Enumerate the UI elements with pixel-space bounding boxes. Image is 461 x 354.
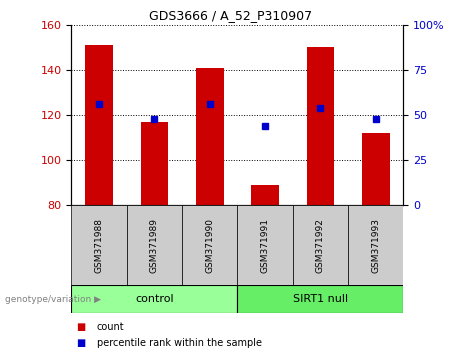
Bar [237,205,293,285]
Text: GSM371993: GSM371993 [371,218,380,273]
Text: GSM371988: GSM371988 [95,218,104,273]
Bar [127,205,182,285]
Text: GSM371989: GSM371989 [150,218,159,273]
Bar [71,285,237,313]
Text: count: count [97,322,124,332]
Text: percentile rank within the sample: percentile rank within the sample [97,338,262,348]
Bar [141,122,168,205]
Bar [85,45,113,205]
Text: GSM371991: GSM371991 [260,218,270,273]
Bar [237,285,403,313]
Bar [307,47,334,205]
Text: GSM371992: GSM371992 [316,218,325,273]
Bar [348,205,403,285]
Text: GDS3666 / A_52_P310907: GDS3666 / A_52_P310907 [149,9,312,22]
Text: control: control [135,294,174,304]
Bar [251,185,279,205]
Text: GSM371990: GSM371990 [205,218,214,273]
Bar [293,205,348,285]
Bar [182,205,237,285]
Text: SIRT1 null: SIRT1 null [293,294,348,304]
Text: genotype/variation ▶: genotype/variation ▶ [5,295,100,304]
Bar [196,68,224,205]
Text: ■: ■ [76,322,85,332]
Text: ■: ■ [76,338,85,348]
Bar [362,133,390,205]
Bar [71,205,127,285]
